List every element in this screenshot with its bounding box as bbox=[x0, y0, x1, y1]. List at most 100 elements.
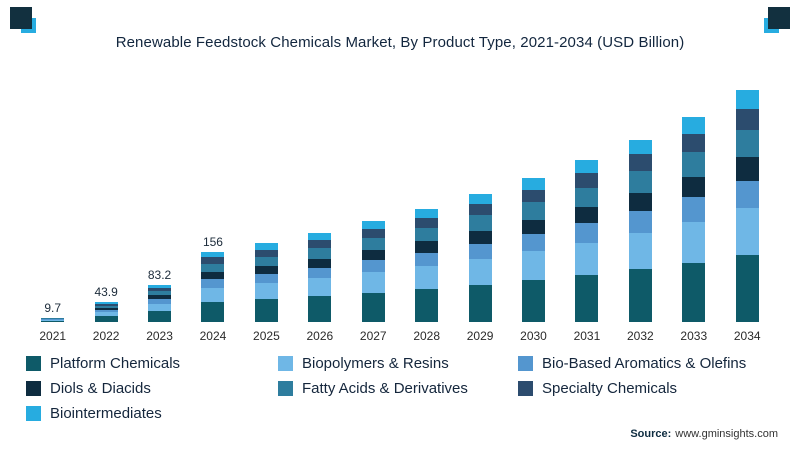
legend-swatch bbox=[278, 356, 293, 371]
bar-segment bbox=[254, 283, 278, 300]
bar-column: 2029 bbox=[453, 177, 506, 343]
bar-column: 2027 bbox=[347, 204, 400, 343]
x-axis-label: 2030 bbox=[520, 329, 547, 343]
legend-label: Biointermediates bbox=[50, 405, 162, 422]
bar-segment bbox=[735, 208, 759, 255]
bar-segment bbox=[361, 237, 385, 251]
x-axis-label: 2022 bbox=[92, 329, 120, 343]
bar-segment bbox=[522, 219, 545, 235]
bar-column: 9.7 2021 bbox=[26, 301, 79, 343]
legend-label: Diols & Diacids bbox=[50, 380, 151, 397]
bar-segment bbox=[628, 139, 652, 155]
bar-segment bbox=[682, 197, 706, 222]
source-url[interactable]: www.gminsights.com bbox=[675, 428, 778, 440]
stacked-bar bbox=[361, 220, 385, 322]
bar-segment bbox=[682, 152, 706, 177]
bar-segment bbox=[201, 263, 225, 273]
stacked-bar bbox=[468, 193, 492, 322]
x-axis-label: 2032 bbox=[627, 329, 654, 343]
bar-segment bbox=[148, 295, 172, 300]
stacked-bar bbox=[94, 302, 118, 322]
bar-segment bbox=[628, 232, 652, 270]
legend-label: Biopolymers & Resins bbox=[302, 355, 449, 372]
bar-segment bbox=[628, 269, 652, 322]
bar-column: 2034 bbox=[720, 73, 773, 343]
legend-item: Biopolymers & Resins bbox=[278, 355, 518, 372]
bar-segment bbox=[308, 232, 332, 241]
x-axis-label: 2023 bbox=[146, 329, 173, 343]
corner-dark-square bbox=[768, 7, 790, 29]
legend-swatch bbox=[518, 356, 533, 371]
bar-segment bbox=[254, 249, 278, 257]
bar-segment bbox=[735, 254, 759, 322]
bar-segment bbox=[575, 223, 599, 243]
bar-segment bbox=[468, 284, 492, 322]
bar-segment bbox=[254, 299, 278, 322]
bar-segment bbox=[308, 267, 332, 279]
bar-column: 2025 bbox=[240, 226, 293, 343]
bar-segment bbox=[522, 251, 545, 281]
bar-segment bbox=[468, 215, 492, 231]
legend-swatch bbox=[26, 381, 41, 396]
bar-segment bbox=[628, 154, 652, 171]
bar-segment bbox=[94, 305, 118, 308]
legend-label: Bio-Based Aromatics & Olefins bbox=[542, 355, 747, 372]
bar-segment bbox=[94, 302, 118, 304]
bar-segment bbox=[41, 319, 65, 321]
bar-segment bbox=[522, 280, 545, 322]
x-axis-label: 2029 bbox=[466, 329, 494, 343]
bar-segment bbox=[735, 157, 759, 181]
x-axis-label: 2026 bbox=[306, 329, 334, 343]
bar-segment bbox=[575, 274, 599, 322]
bar-column: 43.9 2022 bbox=[79, 285, 132, 343]
bar-segment bbox=[308, 258, 332, 268]
bar-segment bbox=[94, 303, 118, 306]
stacked-bar bbox=[41, 317, 65, 322]
bar-segment bbox=[361, 292, 385, 322]
bar-segment bbox=[735, 108, 759, 130]
bar-column: 2030 bbox=[507, 161, 560, 343]
bar-column: 2031 bbox=[560, 143, 613, 343]
bar-chart: 9.7 2021 43.9 2022 83.2 2023 156 2024 2025 2026 20… bbox=[0, 65, 800, 343]
bar-column: 2033 bbox=[667, 100, 720, 343]
corner-dark-square bbox=[10, 7, 32, 29]
bar-segment bbox=[41, 320, 65, 322]
bar-segment bbox=[94, 312, 118, 317]
legend-label: Platform Chemicals bbox=[50, 355, 181, 372]
bar-column: 83.2 2023 bbox=[133, 268, 186, 343]
stacked-bar bbox=[201, 251, 225, 322]
bar-segment bbox=[254, 256, 278, 267]
bar-segment bbox=[575, 172, 599, 188]
bar-segment bbox=[522, 202, 545, 220]
bar-segment bbox=[575, 160, 599, 173]
bar-segment bbox=[94, 309, 118, 313]
bar-segment bbox=[575, 187, 599, 207]
bar-column: 156 2024 bbox=[186, 235, 239, 343]
bar-segment bbox=[94, 316, 118, 322]
legend-item: Diols & Diacids bbox=[26, 380, 278, 397]
stacked-bar bbox=[522, 178, 545, 322]
bar-segment bbox=[361, 260, 385, 273]
bar-segment bbox=[361, 220, 385, 229]
bar-segment bbox=[254, 266, 278, 274]
legend-label: Fatty Acids & Derivatives bbox=[302, 380, 468, 397]
bar-segment bbox=[41, 318, 65, 319]
bar-segment bbox=[308, 240, 332, 249]
bar-segment bbox=[468, 203, 492, 216]
bar-segment bbox=[735, 90, 759, 109]
bar-segment bbox=[361, 272, 385, 293]
bar-segment bbox=[308, 296, 332, 322]
bar-segment bbox=[415, 252, 439, 267]
bar-segment bbox=[148, 290, 172, 296]
source-attribution: Source: www.gminsights.com bbox=[630, 428, 778, 440]
stacked-bar bbox=[308, 232, 332, 322]
x-axis-label: 2028 bbox=[413, 329, 441, 343]
bar-segment bbox=[148, 284, 172, 288]
bar-segment bbox=[575, 242, 599, 275]
x-axis-label: 2024 bbox=[199, 329, 227, 343]
bar-segment bbox=[308, 278, 332, 297]
x-axis-label: 2021 bbox=[39, 329, 67, 343]
legend-item: Platform Chemicals bbox=[26, 355, 278, 372]
bar-column: 2032 bbox=[614, 123, 667, 343]
